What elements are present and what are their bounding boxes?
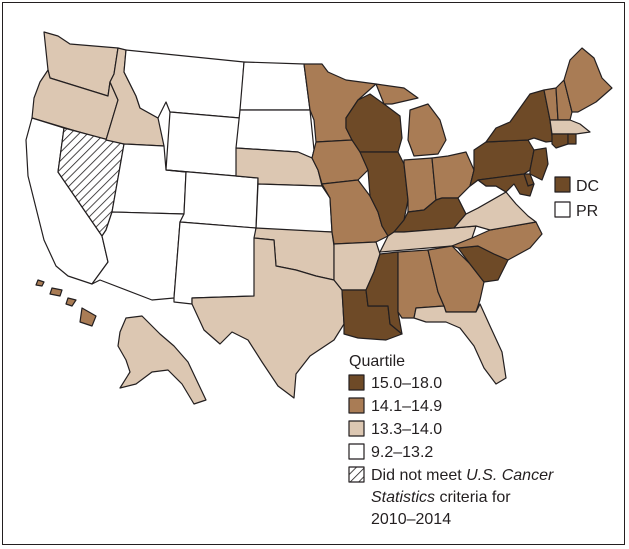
state-wyoming: [165, 111, 241, 177]
state-georgia: [427, 245, 485, 313]
legend-swatch-q3: [348, 420, 365, 437]
legend-label-na-line2: Statistics criteria for: [371, 489, 511, 506]
territory-dc-swatch: [554, 176, 571, 193]
state-michigan: [375, 83, 447, 157]
legend-swatch-q4: [348, 443, 365, 460]
legend-label-q4: 9.2–13.2: [371, 444, 433, 461]
legend-title: Quartile: [349, 353, 405, 370]
state-hawaii: [35, 279, 97, 327]
state-texas: [191, 237, 345, 399]
state-new-jersey: [529, 147, 549, 181]
state-north-dakota: [239, 61, 311, 111]
legend-swatch-na: [348, 466, 365, 483]
state-maryland: [477, 173, 535, 197]
legend-swatch-q2: [348, 397, 365, 414]
territory-pr-swatch: [554, 201, 571, 218]
state-connecticut: [551, 133, 569, 149]
legend-swatch-q1: [348, 374, 365, 391]
state-new-hampshire: [555, 79, 573, 121]
legend: Quartile 15.0–18.0 14.1–14.9 13.3–14.0 9…: [348, 353, 554, 528]
state-new-mexico: [173, 221, 257, 305]
legend-label-q1: 15.0–18.0: [371, 375, 442, 392]
state-alaska: [117, 315, 207, 405]
territory-dc-label: DC: [576, 178, 599, 195]
state-montana: [123, 49, 245, 119]
state-maine: [563, 47, 613, 113]
legend-label-na-line3: 2010–2014: [371, 511, 451, 528]
territory-pr-label: PR: [576, 203, 598, 220]
state-florida: [413, 303, 507, 385]
state-massachusetts: [549, 119, 591, 135]
state-kansas: [255, 183, 333, 233]
legend-label-na-line1: Did not meet U.S. Cancer: [371, 467, 554, 484]
legend-label-q3: 13.3–14.0: [371, 421, 442, 438]
legend-label-q2: 14.1–14.9: [371, 398, 442, 415]
state-rhode-island: [567, 133, 577, 145]
